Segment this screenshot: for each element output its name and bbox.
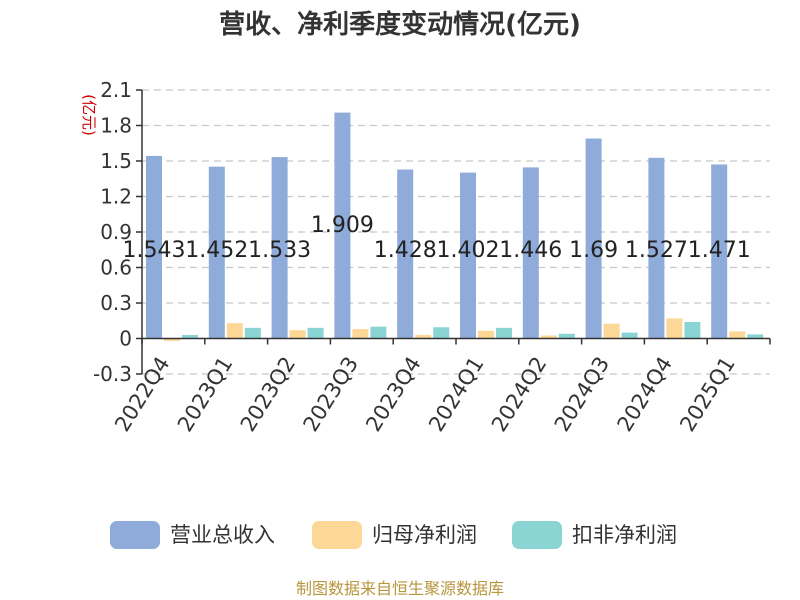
- x-tick-label: 2023Q3: [299, 352, 364, 435]
- bar: [182, 334, 198, 339]
- bar-data-label: 1.533: [248, 238, 311, 263]
- bar: [244, 327, 261, 339]
- y-tick-label: 0.9: [100, 220, 132, 244]
- source-note: 制图数据来自恒生聚源数据库: [296, 579, 504, 598]
- x-tick-label: 2023Q2: [236, 352, 301, 435]
- legend-swatch: [512, 521, 562, 549]
- bar: [334, 112, 351, 339]
- bar: [558, 333, 575, 339]
- bar: [478, 330, 494, 339]
- legend-label: 归母净利润: [372, 523, 477, 547]
- x-tick-label: 2023Q1: [173, 352, 238, 435]
- bar-data-label: 1.428: [374, 238, 437, 263]
- bar-data-label: 1.446: [499, 238, 562, 263]
- bar: [433, 327, 450, 339]
- bar-data-label: 1.527: [625, 238, 688, 263]
- legend-swatch: [312, 521, 362, 549]
- bar-data-label: 1.909: [311, 213, 374, 238]
- y-tick-label: -0.3: [93, 362, 132, 386]
- bar-data-label: 1.543: [123, 238, 186, 263]
- bar: [666, 318, 683, 339]
- y-tick-label: 1.2: [100, 185, 132, 209]
- legend-swatch: [110, 521, 160, 549]
- x-tick-label: 2025Q1: [675, 352, 740, 435]
- bar-data-label: 1.471: [688, 238, 751, 263]
- y-tick-label: 0.6: [100, 256, 132, 280]
- bar: [271, 157, 288, 339]
- chart-title: 营收、净利季度变动情况(亿元): [219, 9, 581, 40]
- bar: [540, 335, 557, 339]
- bar: [289, 330, 306, 339]
- x-tick-label: 2024Q4: [613, 352, 678, 435]
- legend-label: 扣非净利润: [572, 523, 677, 547]
- bar: [208, 166, 225, 339]
- bar: [146, 155, 162, 339]
- y-tick-label: 1.5: [100, 149, 132, 173]
- bar: [307, 327, 324, 339]
- bar: [522, 167, 539, 339]
- legend: 营业总收入 归母净利润 扣非净利润: [110, 521, 677, 549]
- bar: [496, 327, 512, 339]
- bar: [603, 323, 620, 339]
- x-tick-label: 2023Q4: [361, 352, 426, 435]
- bar-data-label: 1.452: [185, 238, 248, 263]
- grid-layer: [142, 89, 770, 375]
- y-tick-label: 1.8: [100, 114, 132, 138]
- bar-data-label: 1.69: [569, 238, 618, 263]
- y-tick-label: 2.1: [100, 78, 132, 102]
- bar: [164, 338, 180, 341]
- bar: [585, 138, 602, 339]
- bar: [684, 321, 701, 339]
- bar: [397, 169, 414, 339]
- y-tick-label: 0.3: [100, 291, 132, 315]
- bar: [460, 172, 476, 339]
- legend-label: 营业总收入: [170, 523, 275, 547]
- x-tick-label: 2024Q2: [487, 352, 552, 435]
- y-tick-label: 0: [119, 327, 132, 351]
- x-tick-label: 2024Q1: [424, 352, 489, 435]
- bar: [711, 164, 728, 339]
- bar: [747, 334, 764, 339]
- bar: [352, 329, 369, 339]
- bar: [226, 323, 243, 339]
- bar: [729, 331, 746, 339]
- bar-data-label: 1.402: [437, 238, 500, 263]
- bar: [648, 157, 665, 339]
- bar: [621, 332, 638, 339]
- bar-layer: [146, 112, 764, 341]
- bar: [370, 326, 387, 339]
- x-tick-label: 2024Q3: [550, 352, 615, 435]
- bar: [415, 334, 432, 339]
- y-unit-label: (亿元): [80, 94, 98, 136]
